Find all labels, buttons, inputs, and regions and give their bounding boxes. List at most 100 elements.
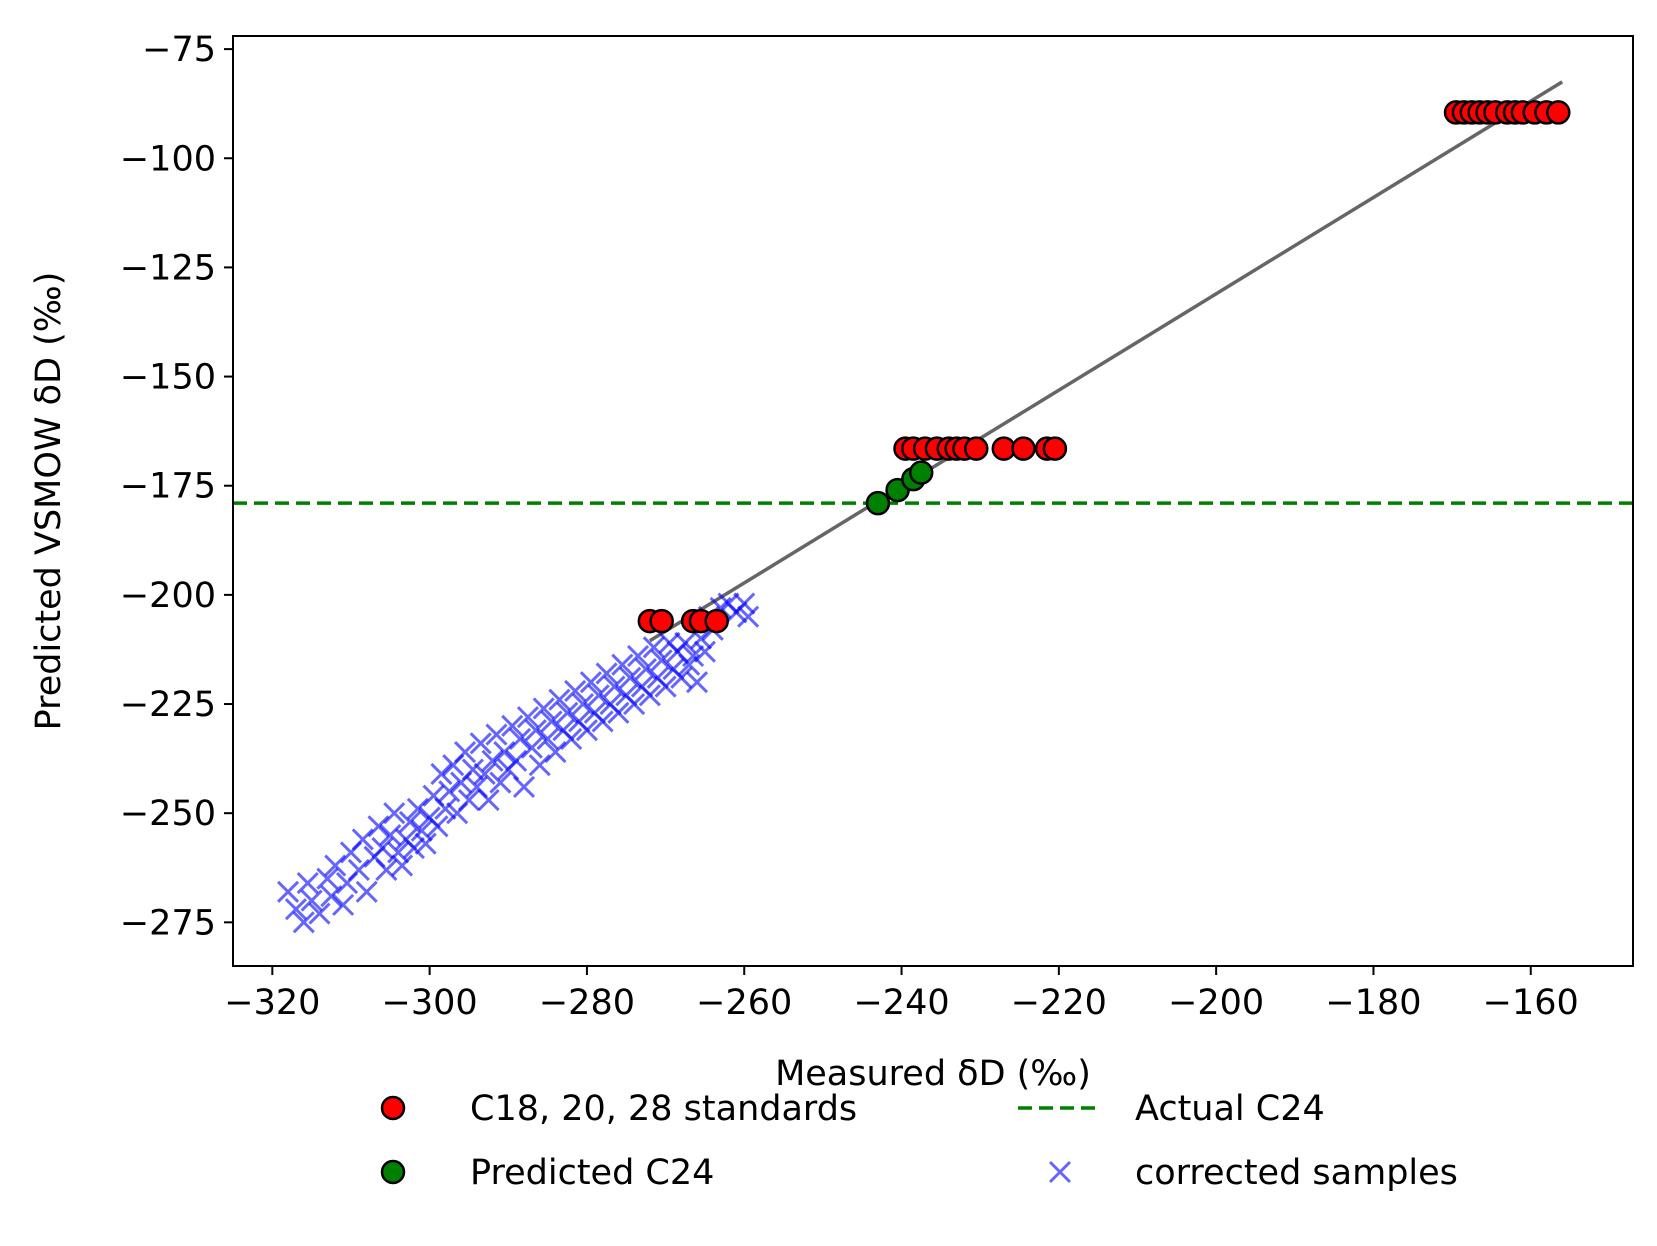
sample-point [406, 797, 429, 820]
sample-point [324, 854, 347, 877]
sample-x-stroke [375, 858, 398, 882]
legend-label: C18, 20, 28 standards [470, 1089, 857, 1129]
sample-point [638, 684, 661, 707]
legend-circle-marker [380, 1095, 406, 1121]
sample-point [430, 762, 453, 785]
sample-point [308, 902, 331, 925]
sample-point [536, 727, 559, 751]
legend-item: C18, 20, 28 standards [380, 1089, 857, 1129]
sample-x-stroke [430, 762, 453, 785]
sample-x-stroke [426, 815, 449, 838]
x-tick-label: −240 [853, 983, 949, 1023]
predicted-point [865, 490, 891, 516]
sample-point [626, 644, 650, 668]
plot-content [233, 80, 1633, 934]
sample-x-stroke [469, 732, 492, 755]
sample-x-stroke [465, 775, 488, 799]
sample-point [619, 666, 642, 689]
y-tick-label: −275 [120, 903, 216, 943]
sample-point [737, 605, 760, 628]
x-tick-label: −300 [382, 983, 478, 1023]
sample-point [603, 675, 626, 698]
sample-x-stroke [505, 749, 528, 772]
sample-point [654, 675, 677, 698]
sample-point [410, 819, 433, 842]
sample-x-stroke [332, 893, 355, 916]
sample-point [461, 758, 484, 781]
sample-x-stroke [453, 740, 477, 764]
standard-point [964, 436, 989, 461]
sample-x-stroke [693, 640, 716, 663]
sample-x-stroke [347, 858, 370, 882]
sample-x-stroke [371, 837, 394, 860]
sample-point [485, 723, 508, 746]
sample-point [587, 684, 610, 707]
y-tick-label: −75 [142, 30, 216, 70]
sample-x-stroke [284, 898, 307, 921]
sample-x-stroke [292, 911, 315, 934]
sample-point [595, 662, 618, 685]
sample-x-stroke [324, 854, 347, 877]
sample-x-stroke [457, 789, 481, 812]
sample-x-stroke [670, 666, 693, 689]
sample-x-stroke [548, 688, 571, 711]
sample-x-stroke [560, 727, 583, 751]
x-tick-label: −320 [224, 983, 320, 1023]
x-tick-label: −260 [696, 983, 792, 1023]
sample-x-stroke [595, 662, 618, 685]
sample-point [414, 832, 437, 855]
sample-x-stroke [623, 692, 646, 716]
sample-x-stroke [414, 832, 437, 855]
sample-x-stroke [477, 789, 500, 812]
sample-x-stroke [391, 854, 414, 877]
sample-point [477, 789, 500, 812]
sample-point [276, 880, 300, 903]
sample-x-stroke [603, 675, 626, 698]
legend-label: Predicted C24 [470, 1153, 714, 1193]
sample-point [367, 815, 390, 838]
sample-x-stroke [650, 649, 673, 672]
sample-point [512, 775, 536, 799]
y-tick-label: −100 [120, 139, 216, 179]
x-axis-label: Measured δD (‰) [775, 1054, 1091, 1094]
sample-point [556, 701, 579, 724]
sample-x-stroke [308, 902, 331, 925]
sample-x-stroke [682, 644, 705, 668]
sample-x-stroke [611, 653, 634, 676]
standard-point [1546, 100, 1571, 125]
sample-point [398, 810, 422, 833]
sample-point [650, 649, 673, 672]
sample-point [548, 688, 571, 711]
sample-x-stroke [654, 675, 677, 698]
legend-x-marker [1048, 1160, 1072, 1184]
sample-x-stroke [383, 802, 406, 825]
sample-point [284, 898, 307, 921]
sample-point [438, 780, 461, 803]
sample-x-stroke [438, 780, 461, 803]
sample-x-stroke [579, 671, 602, 694]
legend-label: corrected samples [1135, 1153, 1458, 1193]
standard-point [704, 608, 729, 634]
x-tick-label: −280 [539, 983, 635, 1023]
sample-x-stroke [685, 671, 709, 694]
sample-x-stroke [564, 679, 587, 702]
sample-x-stroke [575, 719, 598, 742]
sample-x-stroke [626, 644, 650, 668]
sample-point [493, 740, 516, 764]
sample-point [591, 710, 614, 733]
sample-x-stroke [689, 627, 713, 650]
sample-point [391, 854, 414, 877]
sample-x-stroke [571, 692, 595, 716]
sample-point [674, 631, 697, 654]
standard-point [1042, 436, 1068, 461]
sample-point [453, 740, 477, 764]
sample-x-stroke [387, 841, 410, 864]
sample-point [579, 671, 602, 694]
sample-x-stroke [501, 714, 524, 737]
sample-x-stroke [489, 771, 512, 794]
sample-x-stroke [544, 740, 567, 764]
sample-x-stroke [733, 592, 756, 615]
sample-point [351, 828, 374, 851]
